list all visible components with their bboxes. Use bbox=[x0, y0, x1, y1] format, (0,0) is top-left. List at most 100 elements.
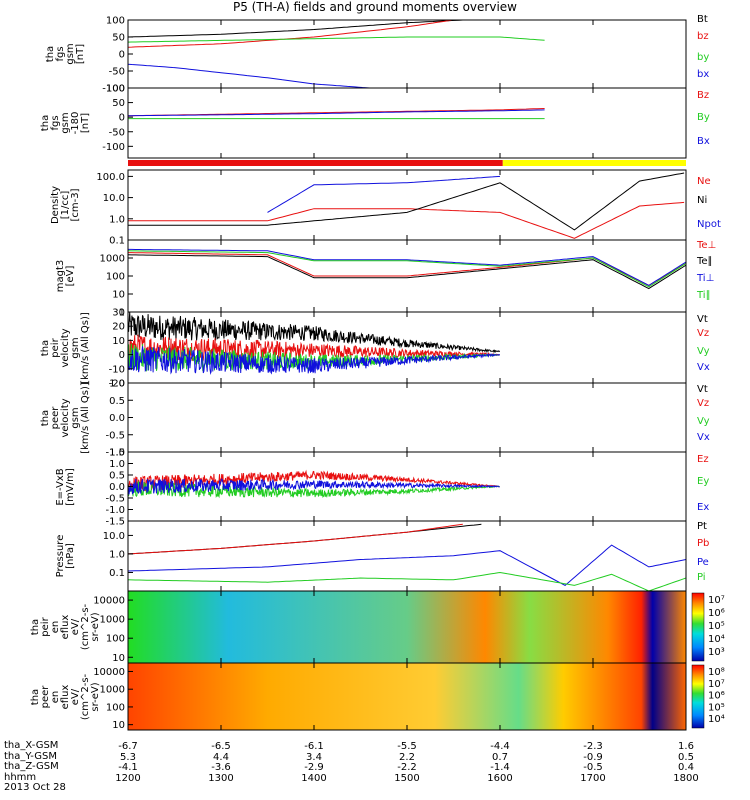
legend-bz: bz bbox=[697, 31, 709, 42]
y-tick-label: 10000 bbox=[93, 596, 125, 607]
legend-by: By bbox=[697, 112, 710, 123]
y-axis-label-text: tha peer en eflux eV/ (cm^2-s- sr-eV) bbox=[30, 673, 101, 720]
series-line-vx bbox=[128, 346, 501, 376]
y-tick-label: 0.0 bbox=[109, 413, 125, 424]
y-tick-label: 100 bbox=[106, 84, 125, 95]
legend-vt: Vt bbox=[697, 384, 708, 395]
y-tick-label: 100 bbox=[106, 16, 125, 27]
y-axis-label-text: Pressure [nPa] bbox=[55, 534, 76, 578]
series-line-ti bbox=[128, 250, 686, 288]
legend-vz: Vz bbox=[697, 398, 710, 409]
legend-te: Te⊥ bbox=[697, 240, 717, 251]
y-axis-label-text: E=-VxB [mV/m] bbox=[55, 467, 76, 506]
footer-value: -5.5 bbox=[397, 741, 417, 752]
y-tick-label: 30 bbox=[112, 308, 125, 319]
y-tick-label: 0.5 bbox=[109, 396, 125, 407]
footer-value: 3.4 bbox=[306, 751, 322, 763]
series-line-pe bbox=[128, 544, 686, 587]
footer-value: 1600 bbox=[487, 772, 513, 784]
y-tick-label: 1000 bbox=[100, 685, 125, 696]
footer-value: -4.4 bbox=[490, 741, 510, 752]
legend-bt: Bt bbox=[697, 14, 708, 25]
y-tick-label: -50 bbox=[109, 67, 125, 78]
y-tick-label: 10 bbox=[112, 653, 125, 664]
series-line-ne bbox=[128, 201, 685, 239]
legend-ne: Ne bbox=[697, 176, 711, 187]
y-tick-label: -1.0 bbox=[105, 505, 125, 516]
legend-vz: Vz bbox=[697, 328, 710, 339]
colorbar-label: 10⁶ bbox=[708, 608, 725, 619]
y-tick-label: 1000 bbox=[100, 615, 125, 626]
legend-ey: Ey bbox=[697, 476, 710, 487]
legend-pi: Pi bbox=[697, 572, 706, 583]
y-tick-label: 1.0 bbox=[109, 549, 125, 560]
y-tick-label: 10 bbox=[112, 290, 125, 301]
footer-row-label: tha_X-GSM bbox=[4, 740, 59, 751]
y-tick-label: 10.0 bbox=[103, 193, 125, 204]
y-axis-label-text: magt3 [eV] bbox=[55, 259, 76, 293]
footer-value: -2.2 bbox=[397, 762, 417, 773]
footer-value: 1400 bbox=[301, 772, 327, 784]
legend-bz: Bz bbox=[697, 90, 710, 101]
series-line-ti bbox=[128, 248, 686, 286]
legend-vx: Vx bbox=[697, 432, 710, 443]
footer-row-label: tha_Y-GSM bbox=[4, 750, 58, 762]
footer-value: -6.7 bbox=[118, 741, 138, 752]
y-axis-label-text: tha fgs gsm -180 [nT] bbox=[40, 111, 91, 135]
series-line-vt bbox=[128, 312, 501, 354]
footer-value: 0.4 bbox=[678, 762, 694, 773]
footer-value: -0.5 bbox=[583, 762, 603, 773]
colorbar-label: 10⁴ bbox=[708, 714, 725, 725]
y-axis-label-text: tha peir velocity gsm [km/s (All Qs)] bbox=[40, 311, 91, 384]
footer-value: 1800 bbox=[673, 772, 699, 784]
panel-frame-0 bbox=[127, 19, 687, 89]
y-tick-label: -1.5 bbox=[105, 517, 125, 528]
legend-npot: Npot bbox=[697, 219, 721, 230]
mode-bar-segment bbox=[502, 160, 686, 166]
legend-vx: Vx bbox=[697, 362, 710, 373]
legend-ti: Ti∥ bbox=[697, 290, 711, 301]
series-line-te bbox=[128, 252, 686, 286]
legend-bx: bx bbox=[697, 69, 710, 80]
footer-value: -6.1 bbox=[304, 741, 324, 752]
colorbar-label: 10⁸ bbox=[708, 667, 725, 678]
mode-bar-segment bbox=[128, 160, 503, 166]
footer-value: 4.4 bbox=[213, 751, 229, 763]
y-tick-label: 1.0 bbox=[109, 379, 125, 390]
legend-pb: Pb bbox=[697, 538, 710, 549]
y-tick-label: 0.0 bbox=[109, 482, 125, 493]
footer-value: 1.6 bbox=[678, 741, 694, 752]
footer-row-label: tha_Z-GSM bbox=[4, 761, 59, 772]
y-axis-label-text: Density [1/cc] [cm-3] bbox=[50, 185, 81, 225]
legend-pt: Pt bbox=[697, 521, 707, 532]
legend-vy: Vy bbox=[697, 346, 710, 357]
panel-frame-1 bbox=[127, 87, 687, 159]
panel-frame-7 bbox=[127, 451, 687, 522]
y-tick-label: -100 bbox=[102, 84, 125, 95]
legend-bx: Bx bbox=[697, 136, 710, 147]
y-tick-label: 0.5 bbox=[109, 471, 125, 482]
footer-value: -4.1 bbox=[118, 762, 138, 773]
footer-value: 1200 bbox=[115, 772, 141, 784]
legend-ni: Ni bbox=[697, 195, 708, 206]
y-axis-label-text: tha peer velocity gsm [km/s (All Qs)] bbox=[40, 381, 91, 454]
colorbar-label: 10³ bbox=[708, 647, 725, 658]
footer-value: 0.5 bbox=[678, 751, 694, 763]
y-axis-label-text: tha fgs gsm [nT] bbox=[45, 43, 86, 65]
y-tick-label: -20 bbox=[109, 379, 125, 390]
colorbar-label: 10⁵ bbox=[708, 621, 725, 632]
y-tick-label: 10 bbox=[112, 336, 125, 347]
y-tick-label: -10 bbox=[109, 364, 125, 375]
figure-title: P5 (TH-A) fields and ground moments over… bbox=[233, 0, 517, 14]
colorbar-label: 10⁵ bbox=[708, 702, 725, 713]
series-line-pi bbox=[128, 571, 686, 591]
y-tick-label: -0.5 bbox=[105, 430, 125, 441]
footer-value: -6.5 bbox=[211, 741, 231, 752]
y-tick-label: 100.0 bbox=[96, 172, 125, 183]
panel-frame-6 bbox=[127, 382, 687, 453]
y-tick-label: -0.5 bbox=[105, 494, 125, 505]
footer-value: 2.2 bbox=[399, 751, 415, 763]
legend-ti: Ti⊥ bbox=[697, 273, 715, 284]
series-line-te bbox=[128, 254, 686, 290]
